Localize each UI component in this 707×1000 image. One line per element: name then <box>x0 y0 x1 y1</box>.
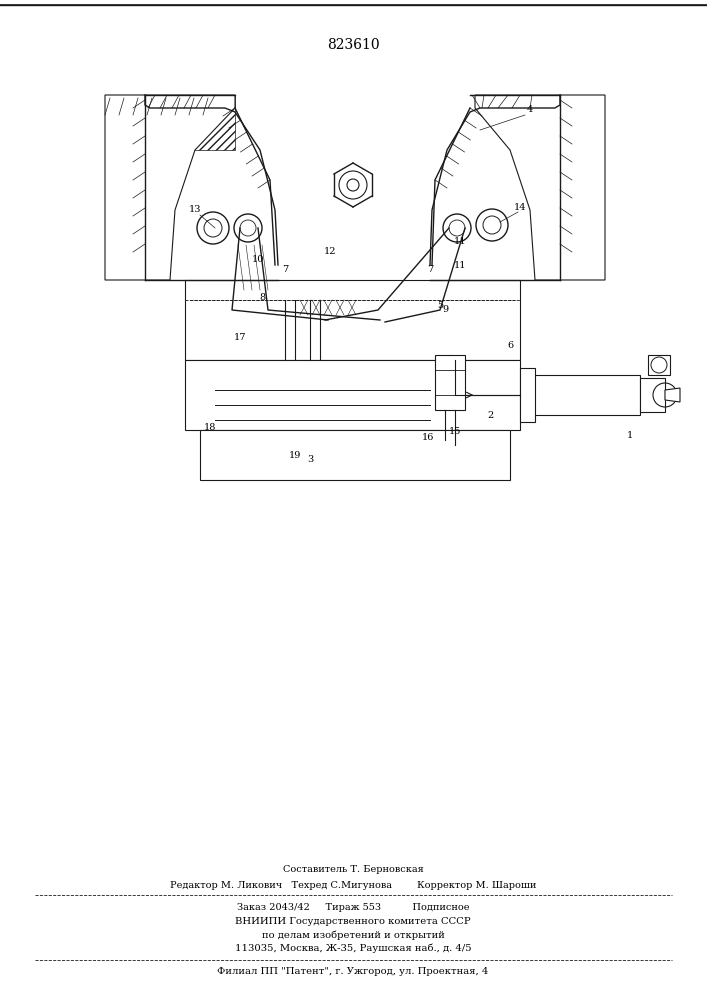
Text: 8: 8 <box>259 294 265 302</box>
Text: 13: 13 <box>189 206 201 215</box>
Text: 11: 11 <box>454 260 466 269</box>
Text: 19: 19 <box>289 452 301 460</box>
Text: 14: 14 <box>514 204 526 213</box>
Text: 18: 18 <box>204 424 216 432</box>
Polygon shape <box>185 360 520 430</box>
Text: 3: 3 <box>307 456 313 464</box>
Text: 10: 10 <box>252 255 264 264</box>
Text: 823610: 823610 <box>327 38 380 52</box>
Polygon shape <box>665 388 680 402</box>
Polygon shape <box>185 280 520 360</box>
Polygon shape <box>520 368 535 422</box>
Polygon shape <box>530 375 640 415</box>
Polygon shape <box>640 378 665 412</box>
Text: Заказ 2043/42     Тираж 553          Подписное: Заказ 2043/42 Тираж 553 Подписное <box>237 904 469 912</box>
Text: 4: 4 <box>527 105 533 114</box>
Bar <box>105 95 235 150</box>
Text: 9: 9 <box>442 306 448 314</box>
Text: Филиал ПП "Патент", г. Ужгород, ул. Проектная, 4: Филиал ПП "Патент", г. Ужгород, ул. Прое… <box>217 968 489 976</box>
Text: 17: 17 <box>234 334 246 342</box>
Polygon shape <box>105 95 235 280</box>
Text: по делам изобретений и открытий: по делам изобретений и открытий <box>262 930 445 940</box>
Text: Редактор М. Ликович   Техред С.Мигунова        Корректор М. Шароши: Редактор М. Ликович Техред С.Мигунова Ко… <box>170 880 536 890</box>
Polygon shape <box>200 430 510 480</box>
Text: 16: 16 <box>422 434 434 442</box>
Polygon shape <box>648 355 670 375</box>
Text: Составитель Т. Берновская: Составитель Т. Берновская <box>283 865 423 874</box>
Text: 2: 2 <box>487 410 493 420</box>
Polygon shape <box>475 95 605 280</box>
Text: 1: 1 <box>627 430 633 440</box>
Text: 11: 11 <box>454 237 466 246</box>
Polygon shape <box>435 355 465 410</box>
Text: 12: 12 <box>324 247 337 256</box>
Text: 7: 7 <box>282 265 288 274</box>
Text: 113035, Москва, Ж-35, Раушская наб., д. 4/5: 113035, Москва, Ж-35, Раушская наб., д. … <box>235 943 472 953</box>
Text: 5: 5 <box>437 300 443 310</box>
Text: 7: 7 <box>427 265 433 274</box>
Text: 15: 15 <box>449 428 461 436</box>
Text: ВНИИПИ Государственного комитета СССР: ВНИИПИ Государственного комитета СССР <box>235 918 471 926</box>
Text: 6: 6 <box>507 340 513 350</box>
